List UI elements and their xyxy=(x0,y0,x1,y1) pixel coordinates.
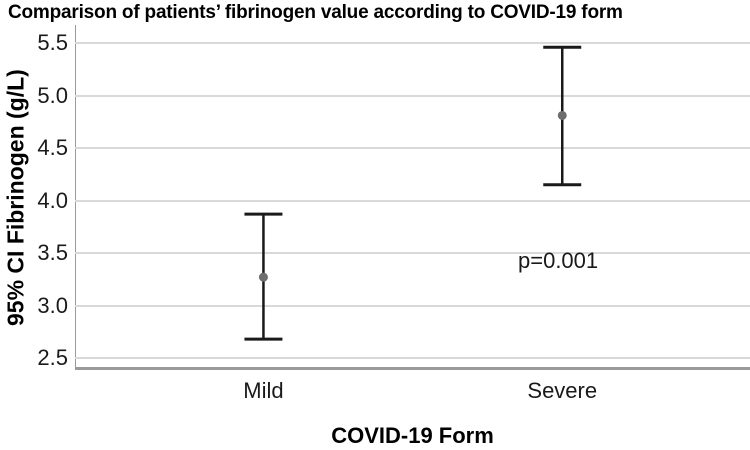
x-tick-label-mild: Mild xyxy=(243,378,284,403)
chart-title: Comparison of patients’ fibrinogen value… xyxy=(8,2,623,23)
y-tick-label-2.5: 2.5 xyxy=(37,345,68,370)
x-axis-title: COVID-19 Form xyxy=(331,423,494,448)
gridline-y-5.5 xyxy=(75,42,750,44)
gridline-y-2.5 xyxy=(75,357,750,359)
gridline-y-3.5 xyxy=(75,252,750,254)
y-tick-label-5.5: 5.5 xyxy=(37,30,68,55)
y-tick-label-3.5: 3.5 xyxy=(37,240,68,265)
gridline-y-4.5 xyxy=(75,147,750,149)
error-bar-severe xyxy=(543,45,582,187)
y-tick-label-4.5: 4.5 xyxy=(37,135,68,160)
gridline-y-5.0 xyxy=(75,94,750,97)
y-tick-label-5.0: 5.0 xyxy=(37,82,68,108)
gridline-y-3.0 xyxy=(75,304,750,307)
plot-area xyxy=(75,25,750,370)
mean-marker-severe xyxy=(557,110,567,120)
error-bar-mild xyxy=(244,212,283,341)
mean-marker-mild xyxy=(258,272,268,282)
y-tick-label-3.0: 3.0 xyxy=(37,292,68,318)
p-value-annotation: p=0.001 xyxy=(518,248,599,273)
y-tick-label-4.0: 4.0 xyxy=(37,187,68,213)
gridline-y-4.0 xyxy=(75,199,750,202)
x-tick-label-severe: Severe xyxy=(527,378,598,403)
